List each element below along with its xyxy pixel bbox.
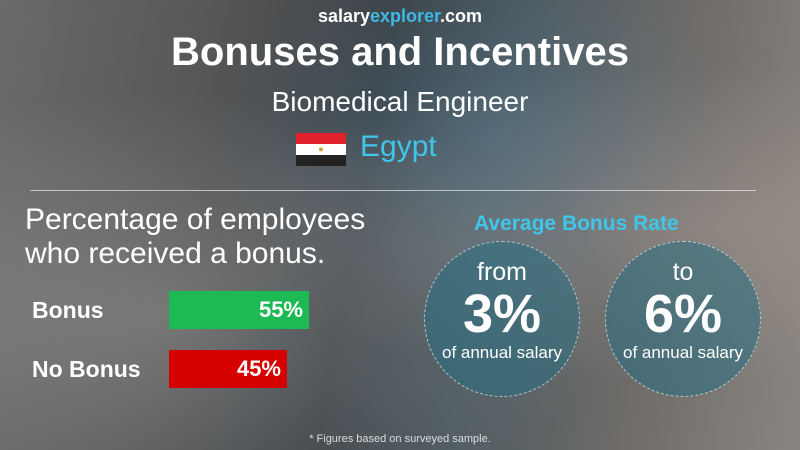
from-circle: from 3% of annual salary bbox=[424, 241, 580, 397]
page-title: Bonuses and Incentives bbox=[171, 30, 629, 74]
average-bonus-heading: Average Bonus Rate bbox=[474, 212, 679, 235]
site-logo[interactable]: salaryexplorer.com bbox=[317, 6, 483, 26]
from-suffix: of annual salary bbox=[441, 343, 563, 362]
no-bonus-bar: 45% bbox=[169, 350, 287, 388]
to-circle: to 6% of annual salary bbox=[605, 241, 761, 397]
to-value: 6% bbox=[643, 284, 723, 344]
job-title: Biomedical Engineer bbox=[271, 86, 529, 117]
footnote: * Figures based on surveyed sample. bbox=[309, 433, 491, 445]
no-bonus-label: No Bonus bbox=[32, 356, 141, 382]
country-name: Egypt bbox=[360, 130, 437, 163]
bonus-label: Bonus bbox=[32, 297, 104, 323]
from-value: 3% bbox=[462, 284, 542, 344]
from-label: from bbox=[477, 258, 527, 286]
bonus-bar: 55% bbox=[169, 291, 309, 329]
to-label: to bbox=[672, 258, 694, 286]
to-suffix: of annual salary bbox=[622, 343, 744, 362]
divider bbox=[30, 190, 756, 191]
percentage-heading: Percentage of employees who received a b… bbox=[25, 203, 366, 270]
egypt-flag-icon: ● bbox=[296, 133, 346, 166]
